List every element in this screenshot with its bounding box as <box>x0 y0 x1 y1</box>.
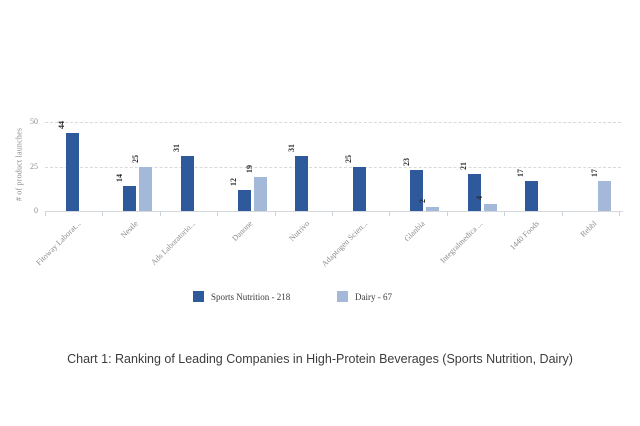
legend-label: Dairy - 67 <box>355 291 392 302</box>
bar-value-label: 19 <box>245 165 255 174</box>
bar-value-label: 17 <box>516 168 526 177</box>
bar-value-label: 17 <box>589 168 599 177</box>
legend-swatch-icon <box>337 291 348 302</box>
bar-sports-nutrition <box>123 186 137 211</box>
gridline <box>45 122 621 123</box>
x-axis-label: Rebbl <box>578 219 599 239</box>
x-axis-label: Ads Laboratorio... <box>149 219 197 267</box>
legend-item: Dairy - 67 <box>337 291 392 302</box>
bar-dairy <box>139 166 153 211</box>
bar-value-label: 14 <box>114 174 124 183</box>
chart-caption: Chart 1: Ranking of Leading Companies in… <box>67 352 573 366</box>
bar-dairy <box>598 180 612 211</box>
bar-value-label: 4 <box>475 195 484 200</box>
y-tick-label: 50 <box>30 117 38 126</box>
x-axis-label: Integralmedica ... <box>437 219 484 265</box>
bar-sports-nutrition <box>65 132 79 211</box>
bar-value-label: 31 <box>286 143 296 152</box>
bar-sports-nutrition <box>295 155 309 211</box>
axis-tick <box>389 212 391 216</box>
axis-tick <box>561 212 563 216</box>
y-tick-label: 25 <box>30 161 38 171</box>
axis-tick <box>332 212 333 216</box>
axis-tick <box>217 212 219 216</box>
bar-dairy <box>253 177 267 211</box>
axis-tick <box>446 212 448 216</box>
x-axis-label: Adaptogen Scien... <box>319 219 370 269</box>
bar-value-label: 31 <box>172 143 181 152</box>
axis-tick <box>159 212 161 216</box>
x-axis-label: Glanbia <box>402 219 427 244</box>
x-axis-label: 1440 Foods <box>508 219 542 252</box>
bar-value-label: 25 <box>130 154 140 163</box>
bar-sports-nutrition <box>524 180 538 211</box>
bar-sports-nutrition <box>410 170 424 211</box>
bar-dairy <box>483 203 497 211</box>
axis-tick <box>274 212 276 216</box>
bar-sports-nutrition <box>352 166 366 211</box>
bar-sports-nutrition <box>180 155 194 211</box>
legend-swatch-icon <box>193 291 204 302</box>
bar-sports-nutrition <box>467 173 481 211</box>
y-tick-label: 0 <box>34 206 38 215</box>
bar-value-label: 21 <box>459 161 468 170</box>
axis-tick <box>102 212 104 216</box>
x-axis-line <box>45 211 623 212</box>
x-axis-label: Danone <box>230 219 255 243</box>
bar-dairy <box>426 207 440 211</box>
gridline <box>45 166 621 168</box>
x-axis-label: Fitoway Laborat... <box>33 219 83 268</box>
legend-item: Sports Nutrition - 218 <box>193 291 290 302</box>
bar-value-label: 23 <box>401 158 411 167</box>
bar-value-label: 25 <box>344 154 354 163</box>
axis-tick <box>619 212 620 216</box>
x-axis-label: Nutrivo <box>287 219 312 243</box>
legend-label: Sports Nutrition - 218 <box>211 291 291 302</box>
bar-value-label: 12 <box>229 177 239 186</box>
axis-tick <box>45 212 46 216</box>
axis-tick <box>504 212 506 216</box>
bar-value-label: 44 <box>57 120 67 129</box>
bar-sports-nutrition <box>237 189 251 211</box>
x-axis-label: Nestle <box>118 219 140 240</box>
bar-value-label: 2 <box>417 199 427 204</box>
